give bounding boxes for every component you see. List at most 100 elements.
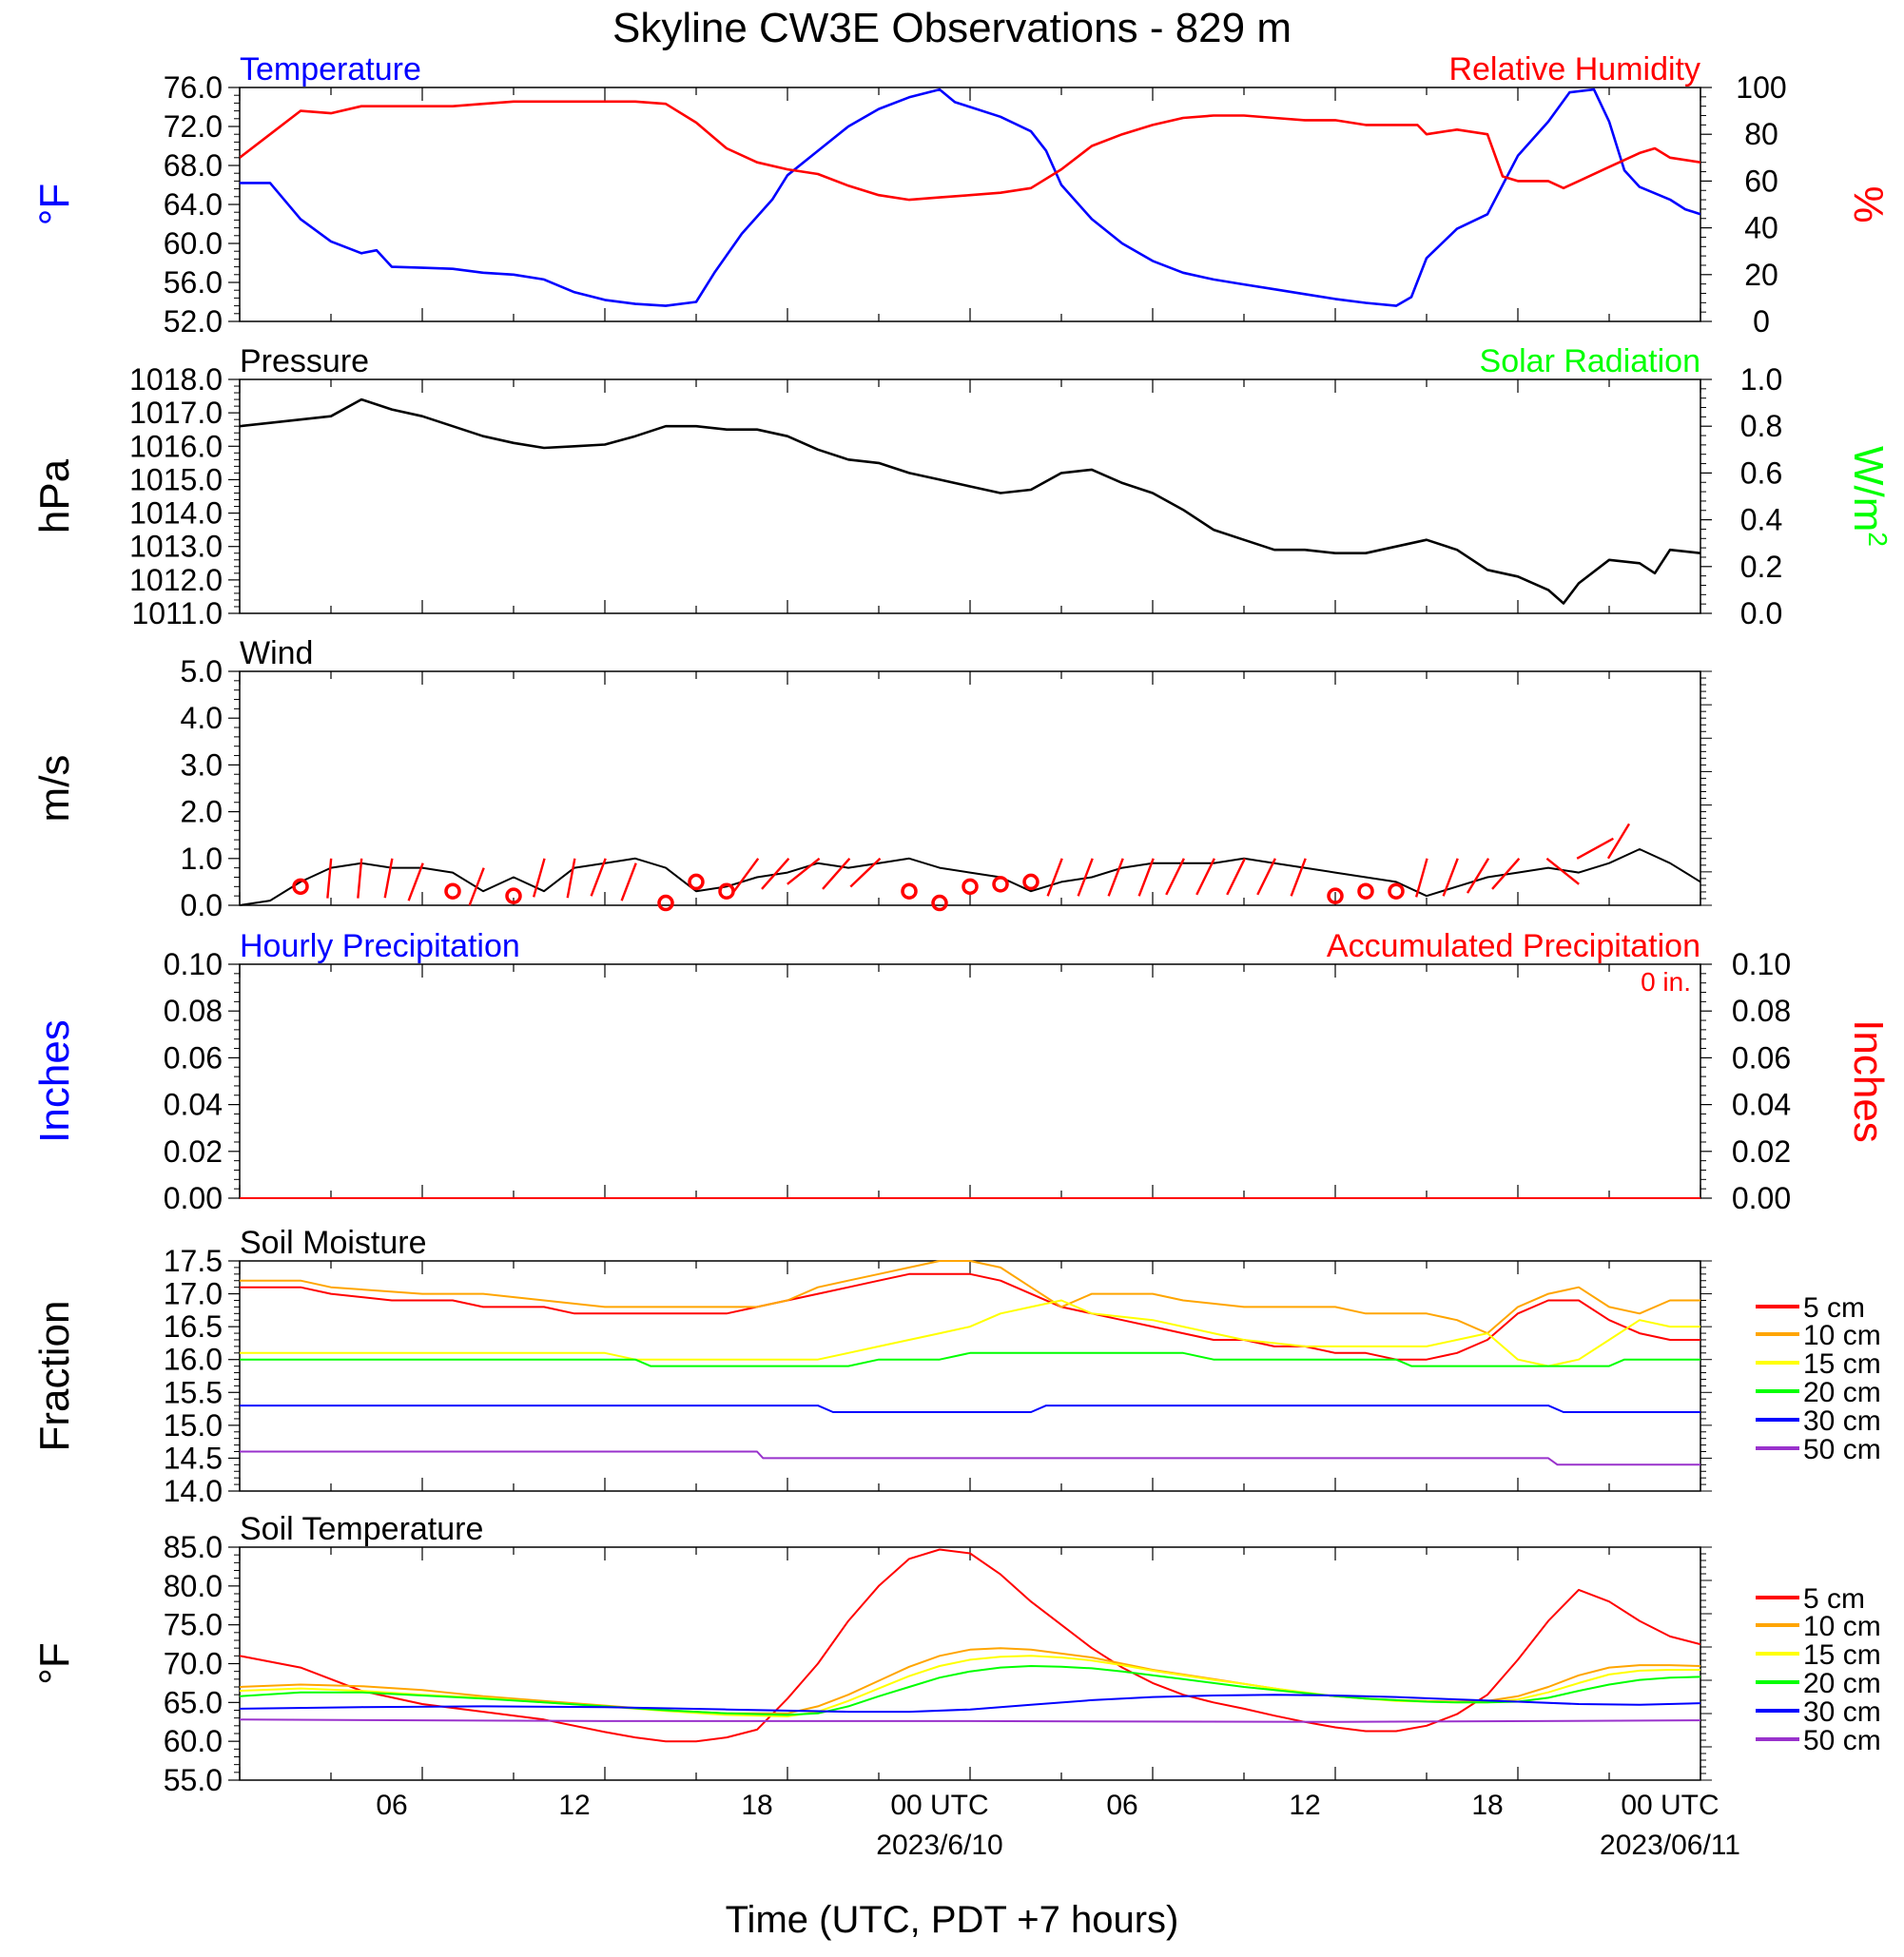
y-tick-label-right: 0.6 (1740, 455, 1782, 490)
series-group (240, 1548, 1700, 1743)
y-tick-label: 5.0 (181, 654, 223, 688)
y-tick-label-right: 0.0 (1740, 596, 1782, 630)
wind-barb (1414, 858, 1428, 898)
panel-title-left: Pressure (240, 343, 369, 379)
series-group (240, 1260, 1700, 1466)
series-line-10-cm (240, 1647, 1700, 1715)
y-tick-label-right: 1.0 (1740, 362, 1782, 397)
panel-title-left: Temperature (240, 51, 421, 87)
wind-calm-marker (657, 894, 674, 912)
y-tick-label-right: 0.8 (1740, 409, 1782, 443)
plot-frame (239, 1546, 1701, 1781)
legend-label: 30 cm (1803, 1405, 1881, 1437)
wind-barb (1195, 858, 1215, 896)
wind-barb (822, 858, 851, 890)
y-tick-label: 1014.0 (129, 496, 223, 531)
wind-calm-marker (505, 887, 522, 904)
y-tick-label: 75.0 (164, 1608, 223, 1642)
time-axis: 06 12 18 00 UTC 06 12 18 00 UTC 2023/6/1… (376, 1790, 1740, 1941)
wind-barb (761, 858, 790, 890)
wind-barb (566, 858, 576, 899)
wind-barb (1077, 858, 1094, 897)
wind-barb (1576, 837, 1614, 860)
legend-label: 20 cm (1803, 1668, 1881, 1699)
y-tick-label-right: 0.10 (1732, 947, 1791, 981)
y-tick-label: 1015.0 (129, 462, 223, 496)
wind-barb (468, 867, 485, 906)
wind-barb (1466, 858, 1490, 894)
plot-frame (239, 1260, 1701, 1492)
panel-title-right: Solar Radiation (1480, 343, 1700, 379)
y-tick-label: 16.0 (164, 1343, 223, 1377)
y-axis-title-left: °F (31, 184, 78, 225)
series-group (240, 397, 1700, 605)
y-tick-label: 1016.0 (129, 429, 223, 463)
y-tick-label: 0.02 (164, 1134, 223, 1169)
y-tick-label: 68.0 (164, 148, 223, 183)
y-tick-label: 70.0 (164, 1647, 223, 1681)
wind-barb (532, 858, 546, 898)
wind-calm-marker (1327, 887, 1344, 904)
series-line-pressure (240, 397, 1700, 605)
y-tick-label-right: 60 (1744, 164, 1778, 198)
y-tick-label: 65.0 (164, 1685, 223, 1719)
y-tick-label-right: 80 (1744, 117, 1778, 151)
y-tick-label: 15.5 (164, 1375, 223, 1409)
panel-title-left: Wind (240, 635, 313, 671)
wind-calm-marker (992, 876, 1009, 893)
wind-barb (1256, 858, 1276, 896)
y-tick-label-right: 40 (1744, 211, 1778, 245)
y-tick-label: 16.5 (164, 1309, 223, 1344)
y-tick-label-right: 0.00 (1732, 1181, 1791, 1215)
series-line-relative-humidity (240, 100, 1700, 202)
y-tick-label: 15.0 (164, 1408, 223, 1443)
wind-barb (326, 858, 333, 899)
wind-calm-marker (718, 882, 735, 900)
panel-title-left: Hourly Precipitation (240, 928, 520, 964)
y-tick-label-right: 20 (1744, 258, 1778, 292)
wind-barb (357, 858, 363, 899)
y-axis-title-left: °F (31, 1642, 78, 1684)
wind-calm-marker (1388, 882, 1405, 900)
wind-barb (1107, 858, 1124, 897)
y-tick-label-right: 0.2 (1740, 550, 1782, 584)
x-axis-label: Time (UTC, PDT +7 hours) (726, 1899, 1179, 1941)
y-tick-label: 60.0 (164, 226, 223, 261)
wind-calm-marker (292, 878, 309, 896)
wind-barb (1606, 823, 1631, 860)
wind-calm-marker (1022, 873, 1039, 891)
panel-title-right: Relative Humidity (1448, 51, 1700, 87)
y-tick-label-right: 0.08 (1732, 994, 1791, 1028)
y-axis-title-left: hPa (31, 458, 78, 533)
y-tick-label: 1013.0 (129, 530, 223, 564)
wind-barb (1046, 858, 1063, 897)
y-tick-label-right: 0 (1753, 304, 1770, 339)
y-tick-label: 1.0 (181, 842, 223, 876)
x-tick-label: 06 (376, 1790, 407, 1821)
accumulation-annotation: 0 in. (1641, 967, 1691, 997)
wind-barb (590, 858, 607, 897)
plot-frame (239, 378, 1701, 614)
series-line-5-cm (240, 1548, 1700, 1743)
y-tick-label: 1011.0 (132, 596, 223, 630)
y-tick-label: 80.0 (164, 1569, 223, 1603)
series-line-30-cm (240, 1405, 1700, 1413)
series-line-15-cm (240, 1299, 1700, 1367)
panel-wind: 5.0 4.0 3.0 2.0 1.0 0.0 Wind m/s (31, 635, 1712, 922)
y-tick-label: 0.00 (164, 1181, 223, 1215)
y-tick-label: 0.10 (164, 947, 223, 981)
y-axis-title-right: % (1845, 185, 1892, 223)
y-tick-label-right: 0.4 (1740, 503, 1782, 537)
series-line-5-cm (240, 1272, 1700, 1361)
x-tick-label: 00 UTC (890, 1790, 988, 1821)
legend-label: 5 cm (1803, 1292, 1865, 1324)
y-tick-label: 0.06 (164, 1040, 223, 1075)
y-tick-label: 0.04 (164, 1088, 223, 1122)
legend-label: 15 cm (1803, 1639, 1881, 1671)
wind-calm-marker (901, 882, 918, 900)
y-tick-label: 60.0 (164, 1724, 223, 1758)
y-tick-label: 1012.0 (129, 563, 223, 597)
wind-barb (1491, 858, 1521, 890)
wind-calm-marker (962, 878, 979, 896)
